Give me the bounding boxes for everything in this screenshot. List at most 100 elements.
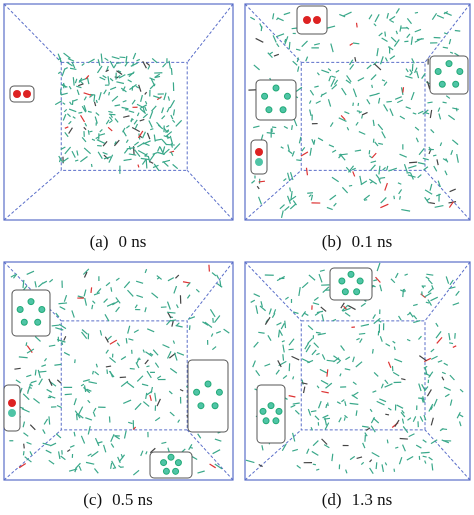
molecule: [312, 463, 317, 466]
molecule: [177, 419, 181, 423]
molecule: [81, 105, 87, 113]
molecule: [142, 60, 147, 69]
molecule: [437, 180, 441, 188]
molecule: [98, 92, 102, 101]
molecule: [459, 388, 464, 393]
molecule: [63, 52, 71, 59]
molecule: [156, 375, 162, 380]
molecule: [54, 100, 63, 106]
molecule: [296, 159, 302, 162]
molecule: [108, 110, 113, 114]
molecule: [349, 64, 355, 70]
atom: [20, 318, 28, 326]
atom: [356, 277, 364, 285]
molecule: [452, 302, 460, 306]
molecule: [414, 67, 418, 74]
edge: [244, 261, 302, 322]
inset: [187, 359, 229, 433]
molecule: [381, 131, 386, 139]
molecule: [103, 298, 108, 303]
molecule: [401, 444, 406, 452]
molecule: [381, 37, 388, 43]
molecule: [423, 414, 427, 421]
molecule: [112, 300, 120, 306]
molecule: [272, 13, 275, 20]
molecule: [373, 279, 378, 282]
molecule: [154, 75, 161, 79]
molecule: [302, 386, 306, 394]
inner-box: [60, 320, 188, 431]
molecule: [396, 99, 403, 104]
molecule: [357, 77, 365, 82]
molecule: [362, 442, 366, 449]
molecule: [409, 69, 413, 74]
molecule: [321, 314, 325, 322]
molecule: [409, 161, 418, 164]
molecule: [288, 395, 296, 398]
molecule: [26, 345, 33, 353]
molecule: [322, 414, 329, 419]
molecule: [80, 383, 85, 387]
molecule: [434, 204, 444, 208]
molecule: [401, 208, 411, 212]
molecule: [175, 274, 180, 279]
molecule: [298, 287, 301, 297]
molecule: [197, 433, 202, 439]
molecule: [436, 159, 439, 166]
molecule: [393, 346, 396, 351]
molecule: [250, 16, 256, 21]
molecule: [349, 42, 354, 46]
molecule: [300, 151, 309, 157]
molecule: [83, 126, 87, 131]
molecule: [167, 312, 172, 319]
molecule: [344, 401, 347, 407]
molecule: [116, 81, 125, 85]
molecule: [422, 157, 429, 161]
molecule: [66, 61, 73, 67]
molecule: [123, 148, 129, 154]
molecule: [102, 151, 108, 155]
molecule: [328, 75, 332, 82]
molecule: [345, 166, 352, 173]
molecule: [415, 137, 419, 143]
molecule: [431, 285, 434, 290]
molecule: [279, 204, 285, 210]
molecule: [422, 396, 425, 403]
molecule: [441, 371, 446, 375]
molecule: [223, 328, 230, 334]
molecule: [137, 130, 144, 139]
molecule: [267, 335, 272, 341]
molecule: [400, 411, 406, 418]
molecule: [313, 296, 319, 301]
molecule: [108, 116, 113, 121]
edge: [3, 169, 62, 221]
molecule: [108, 119, 113, 124]
molecule: [326, 359, 335, 362]
atom: [283, 92, 291, 100]
molecule: [291, 355, 300, 361]
molecule: [258, 180, 266, 183]
molecule: [369, 467, 374, 475]
molecule: [373, 317, 381, 325]
molecule: [344, 414, 348, 419]
molecule: [10, 274, 16, 278]
molecule: [146, 328, 155, 333]
molecule: [384, 379, 389, 385]
atom: [456, 67, 464, 75]
molecule: [321, 438, 328, 445]
molecule: [153, 95, 161, 99]
molecule: [97, 151, 103, 159]
molecule: [150, 386, 154, 394]
molecule: [145, 392, 148, 400]
molecule: [339, 153, 346, 161]
molecule: [428, 146, 432, 151]
edge: [186, 429, 234, 481]
molecule: [94, 116, 98, 124]
molecule: [144, 106, 147, 112]
molecule: [448, 38, 452, 45]
molecule: [215, 330, 221, 334]
molecule: [90, 163, 93, 168]
molecule: [308, 100, 312, 104]
molecule: [94, 437, 100, 447]
molecule: [429, 109, 433, 119]
